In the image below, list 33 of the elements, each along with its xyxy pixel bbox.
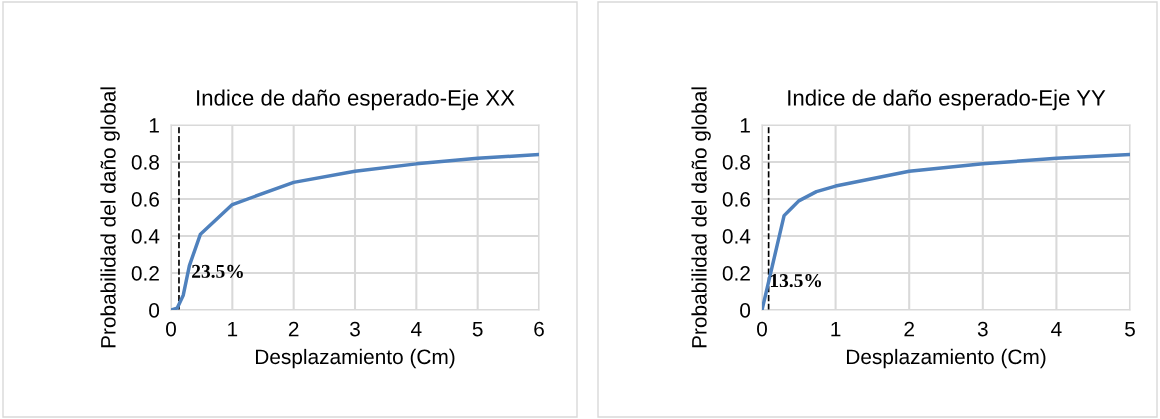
x-tick-label: 3 [977, 321, 988, 337]
x-axis-title: Desplazamiento (Cm) [846, 348, 1046, 369]
y-tick-label: 0.4 [131, 229, 160, 244]
y-tick-label: 0.8 [722, 155, 750, 170]
x-tick-label: 1 [228, 321, 238, 337]
y-tick-label: 1 [740, 118, 750, 133]
x-tick-label: 2 [904, 321, 914, 337]
annotation: 23.5% [192, 264, 243, 278]
y-axis-title: Probabilidad del daño global [100, 87, 120, 348]
x-tick-label: 0 [166, 321, 176, 337]
annotation: 13.5% [770, 274, 822, 288]
y-tick-label: 0.2 [131, 266, 159, 281]
x-tick-label: 2 [288, 321, 299, 337]
x-tick-label: 6 [534, 321, 544, 337]
x-tick-label: 4 [1051, 321, 1062, 337]
y-tick-label: 0.6 [722, 192, 750, 207]
y-tick-label: 0.6 [131, 192, 159, 207]
x-tick-label: 5 [472, 321, 483, 337]
y-tick-label: 0.4 [722, 229, 751, 244]
y-tick-label: 0.8 [131, 155, 159, 170]
chart-title: Indice de daño esperado-Eje YY [788, 89, 1106, 111]
x-tick-label: 1 [831, 321, 841, 337]
x-tick-label: 0 [757, 321, 767, 337]
x-axis-title: Desplazamiento (Cm) [255, 348, 455, 369]
y-tick-label: 0.2 [722, 266, 750, 281]
x-tick-label: 4 [411, 321, 422, 337]
y-tick-label: 0 [740, 303, 751, 318]
chart-title: Indice de daño esperado-Eje XX [197, 89, 515, 111]
y-tick-label: 1 [149, 118, 159, 133]
x-tick-label: 3 [350, 321, 360, 337]
y-tick-label: 0 [149, 303, 160, 318]
x-tick-label: 5 [1125, 321, 1135, 337]
y-axis-title: Probabilidad del daño global [691, 87, 711, 348]
